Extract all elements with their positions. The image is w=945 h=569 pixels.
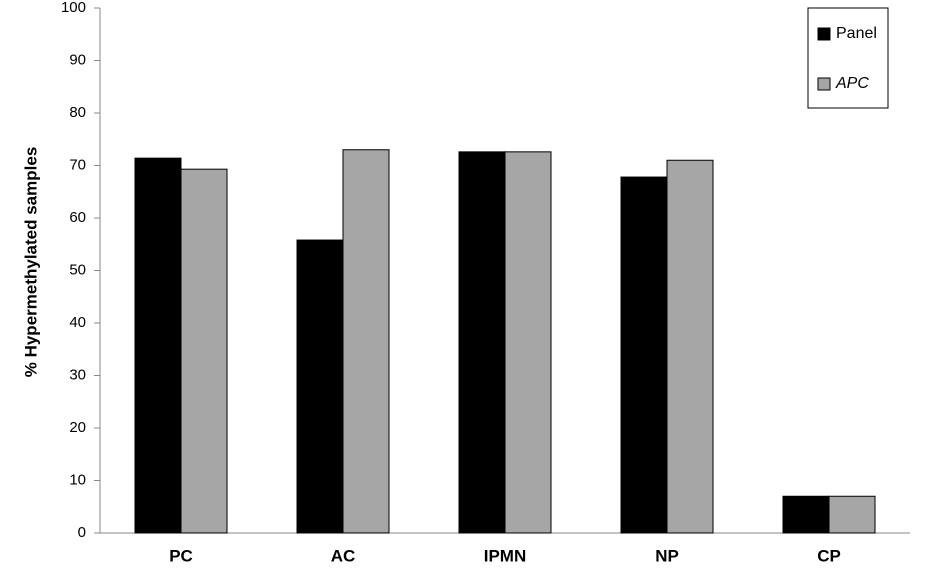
y-tick-label: 30 [69,366,86,383]
x-tick-label: PC [169,546,193,565]
bar [296,239,344,534]
y-tick-label: 50 [69,261,86,278]
bar [782,495,830,534]
bar [620,176,668,534]
bar [134,157,182,534]
y-tick-label: 10 [69,471,86,488]
bar [180,168,228,534]
legend-box [807,7,889,109]
x-tick-label: IPMN [484,546,527,565]
y-tick-label: 70 [69,156,86,173]
legend-swatch [817,77,831,91]
x-tick-label: AC [331,546,356,565]
x-tick-label: NP [655,546,679,565]
legend-label: Panel [836,25,877,42]
x-tick-label: CP [817,546,841,565]
y-tick-label: 20 [69,419,86,436]
legend-label: APC [835,75,869,92]
bar [828,495,876,534]
bar [342,149,390,534]
bar [666,159,714,534]
y-tick-label: 100 [61,0,86,16]
bar [504,151,552,534]
y-axis-label: % Hypermethylated samples [21,147,40,378]
legend-swatch [817,27,831,41]
y-tick-label: 40 [69,314,86,331]
bar [458,151,506,534]
y-tick-label: 80 [69,104,86,121]
y-tick-label: 60 [69,209,86,226]
y-tick-label: 0 [78,524,86,541]
y-tick-label: 90 [69,51,86,68]
